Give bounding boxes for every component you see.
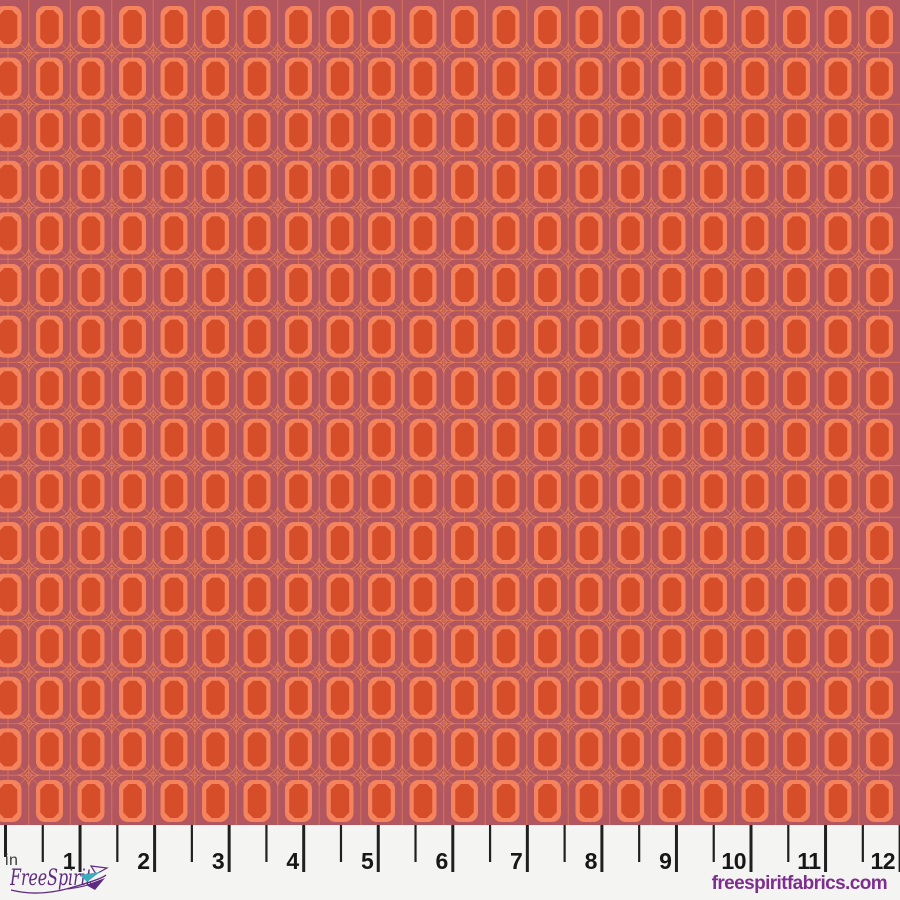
ruler-number-4: 4 <box>286 848 299 874</box>
ruler-number-9: 9 <box>659 848 672 874</box>
ruler: in 1 2 3 4 5 6 7 8 9 10 11 12 FreeSpirit freespirit… <box>0 825 900 900</box>
freespirit-logo: FreeSpirit <box>10 865 109 894</box>
ruler-number-1: 1 <box>62 848 76 874</box>
paper-plane-icon <box>80 865 109 890</box>
ruler-number-8: 8 <box>584 848 598 874</box>
logo-swash <box>10 874 107 894</box>
ruler-number-2: 2 <box>137 848 150 874</box>
ruler-number-5: 5 <box>360 848 374 874</box>
ruler-ticks <box>4 825 900 872</box>
website-url: freespiritfabrics.com <box>711 873 888 894</box>
capsule-grid <box>0 6 893 822</box>
ruler-number-12: 12 <box>870 848 896 874</box>
fabric-pattern <box>0 0 900 825</box>
ruler-number-7: 7 <box>510 848 523 874</box>
ruler-number-6: 6 <box>435 848 449 874</box>
fabric-swatch <box>0 0 900 825</box>
ruler-unit-label: in <box>5 852 19 869</box>
ruler-number-3: 3 <box>211 848 225 874</box>
ruler-number-10: 10 <box>721 848 746 874</box>
ruler-number-11: 11 <box>797 848 821 874</box>
